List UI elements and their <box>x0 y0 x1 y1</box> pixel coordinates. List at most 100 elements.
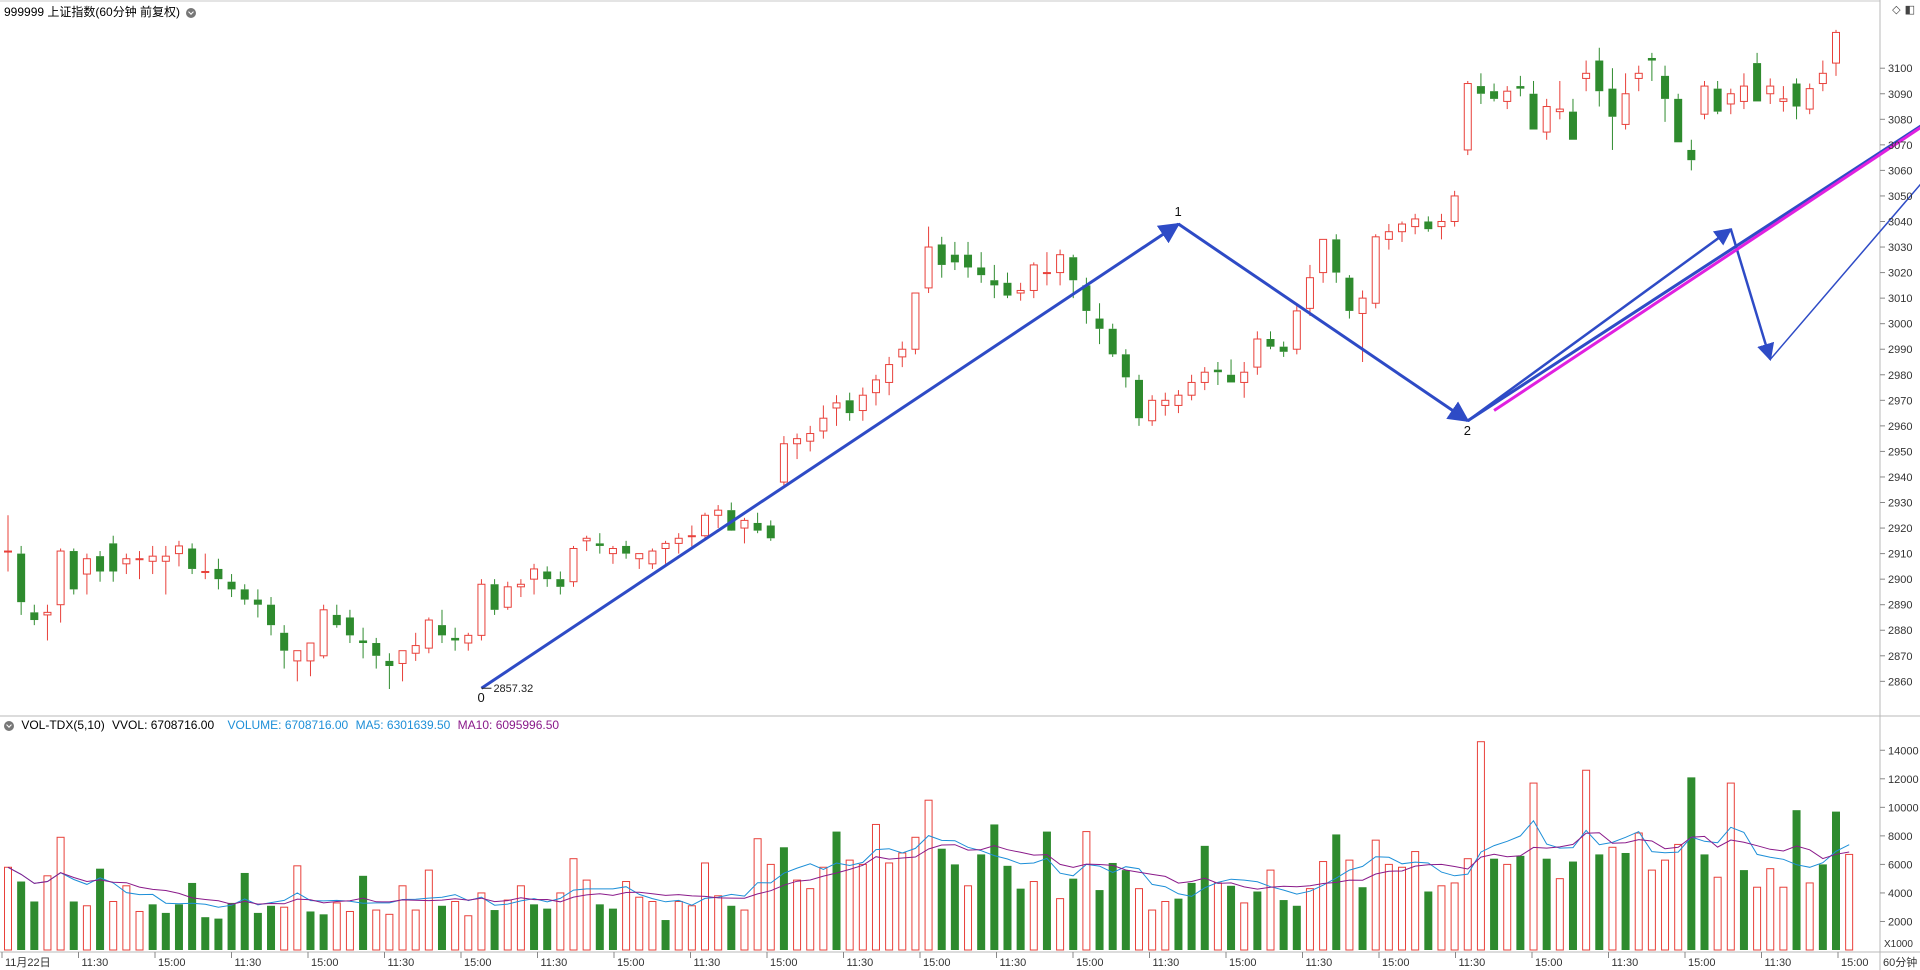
wave-annotations: 0123452857.323115.57 <box>477 124 1920 705</box>
volume-bar-up <box>345 910 354 951</box>
price-tick-label: 2900 <box>1888 574 1912 586</box>
time-tick-label: 11:30 <box>1153 957 1180 969</box>
candle-body-down <box>1490 91 1499 99</box>
volume-bar-down <box>1108 862 1117 950</box>
candle-body-up <box>148 555 157 562</box>
volume-bar-up <box>806 888 815 951</box>
volume-bar-down <box>937 848 946 950</box>
candle-body-up <box>122 558 131 565</box>
volume-bar-down <box>1121 870 1130 950</box>
volume-bar-up <box>293 865 302 951</box>
time-tick-label: 15:00 <box>1229 957 1257 969</box>
vol-indicator-name: VOL-TDX(5,10) <box>21 718 105 732</box>
volume-bar-up <box>1437 885 1446 951</box>
time-tick-label: 11月22日 <box>5 957 51 969</box>
candle-body-up <box>424 619 433 649</box>
candle-body-up <box>1739 85 1748 102</box>
candle-body-down <box>1134 379 1143 419</box>
time-tick-label: 15:00 <box>923 957 951 969</box>
candle-body-down <box>253 599 262 605</box>
volume-bar-down <box>148 904 157 950</box>
price-tick-label: 3050 <box>1888 191 1912 203</box>
time-tick-label: 15:00 <box>1688 957 1716 969</box>
volume-bar-up <box>477 892 486 951</box>
volume-bar-down <box>437 905 446 950</box>
volume-bar-up <box>1213 882 1222 951</box>
volume-bar-down <box>990 824 999 950</box>
volume-bar-down <box>1687 777 1696 950</box>
volume-bar-up <box>740 909 749 951</box>
candle-body-up <box>582 537 591 542</box>
candle-body-down <box>30 612 39 621</box>
price-tick-label: 2970 <box>1888 395 1912 407</box>
wave-label: 2 <box>1464 423 1471 438</box>
volume-bar-down <box>779 847 788 950</box>
volume-tick-label: 8000 <box>1888 831 1912 843</box>
price-tick-label: 3000 <box>1888 319 1912 331</box>
volume-bar-up <box>1805 882 1814 951</box>
time-tick-label: 15:00 <box>1382 957 1410 969</box>
price-axis: 2860 2870 2880 2890 2900 2910 2920 2930 2940 2950… <box>1880 63 1912 688</box>
candle-body-up <box>1016 289 1025 294</box>
candle-body-down <box>845 400 854 414</box>
candle-body-down <box>96 556 105 572</box>
time-tick-label: 11:30 <box>1765 957 1792 969</box>
volume-bar-down <box>188 882 197 950</box>
price-tick-label: 3040 <box>1888 216 1912 228</box>
candle-body-up <box>306 642 315 662</box>
candle-body-up <box>1253 338 1262 368</box>
volume-bar-up <box>1082 831 1091 951</box>
volume-bar-down <box>319 914 328 950</box>
candle-body-down <box>1687 149 1696 161</box>
volume-bar-down <box>1069 878 1078 950</box>
candle-body-up <box>1779 98 1788 102</box>
volume-bar-down <box>253 912 262 950</box>
candle-body-down <box>109 543 118 572</box>
candle-body-up <box>858 394 867 412</box>
time-tick-label: 11:30 <box>1306 957 1333 969</box>
volume-bar-down <box>1095 890 1104 950</box>
panel-toggle-icon[interactable]: ◧ <box>1904 4 1915 16</box>
candle-body-up <box>1056 254 1065 274</box>
volume-bar-up <box>964 885 973 951</box>
candle-body-up <box>1384 231 1393 240</box>
volume-bar-down <box>1542 858 1551 950</box>
candlestick-series <box>4 29 1840 690</box>
volume-bar-down <box>30 901 39 950</box>
candle-body-up <box>924 246 933 289</box>
wave-arrow <box>480 222 1181 690</box>
volume-bar-down <box>1292 905 1301 950</box>
candle-body-up <box>1240 371 1249 383</box>
volume-bar-up <box>398 885 407 951</box>
volume-bar-up <box>1766 868 1775 951</box>
volume-dropdown-icon[interactable] <box>4 720 14 731</box>
volume-bar-up <box>1476 741 1485 951</box>
candle-body-down <box>977 267 986 276</box>
candle-body-down <box>490 584 499 610</box>
candle-body-up <box>43 611 52 616</box>
volume-bar-up <box>871 823 880 951</box>
volume-bar-down <box>1490 858 1499 950</box>
volume-bar-down <box>1174 898 1183 950</box>
volume-bar-up <box>1319 861 1328 951</box>
candle-body-up <box>1161 399 1170 406</box>
candle-body-down <box>1476 86 1485 94</box>
dropdown-icon[interactable] <box>186 7 197 18</box>
candle-body-up <box>1398 223 1407 233</box>
candle-body-up <box>1292 310 1301 350</box>
volume-bar-up <box>1411 851 1420 951</box>
volume-bar-up <box>766 863 775 951</box>
volume-bar-down <box>1621 852 1630 950</box>
volume-bar-up <box>1305 888 1314 951</box>
diamond-icon[interactable]: ◇ <box>1892 4 1901 16</box>
volume-tick-label: 2000 <box>1888 916 1912 928</box>
volume-bar-up <box>1266 869 1275 951</box>
volume-bar-up <box>1029 881 1038 951</box>
candle-body-up <box>398 650 407 664</box>
candle-body-up <box>1450 195 1459 222</box>
time-tick-label: 11:30 <box>694 957 721 969</box>
candle-body-down <box>451 637 460 641</box>
volume-bar-up <box>503 899 512 951</box>
time-tick-label: 15:00 <box>311 957 339 969</box>
volume-bar-up <box>924 799 933 951</box>
